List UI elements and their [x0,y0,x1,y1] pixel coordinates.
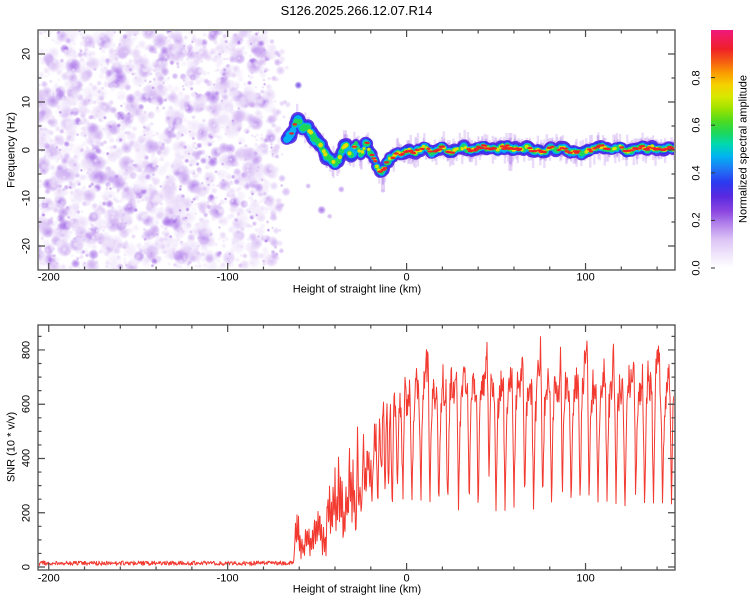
snr-panel [38,325,675,570]
spectrogram-yaxis-label: Frequency (Hz) [5,112,18,188]
spectrogram-panel [38,30,675,270]
snr-yaxis-label: SNR (10 * v/v) [5,411,18,483]
snr-xaxis-label: Height of straight line (km) [292,583,422,596]
figure-title: S126.2025.266.12.07.R14 [280,3,433,18]
colorbar-label: Normalized spectral amplitude [737,75,750,223]
spectrogram-xaxis-label: Height of straight line (km) [292,283,422,296]
colorbar [711,30,733,268]
